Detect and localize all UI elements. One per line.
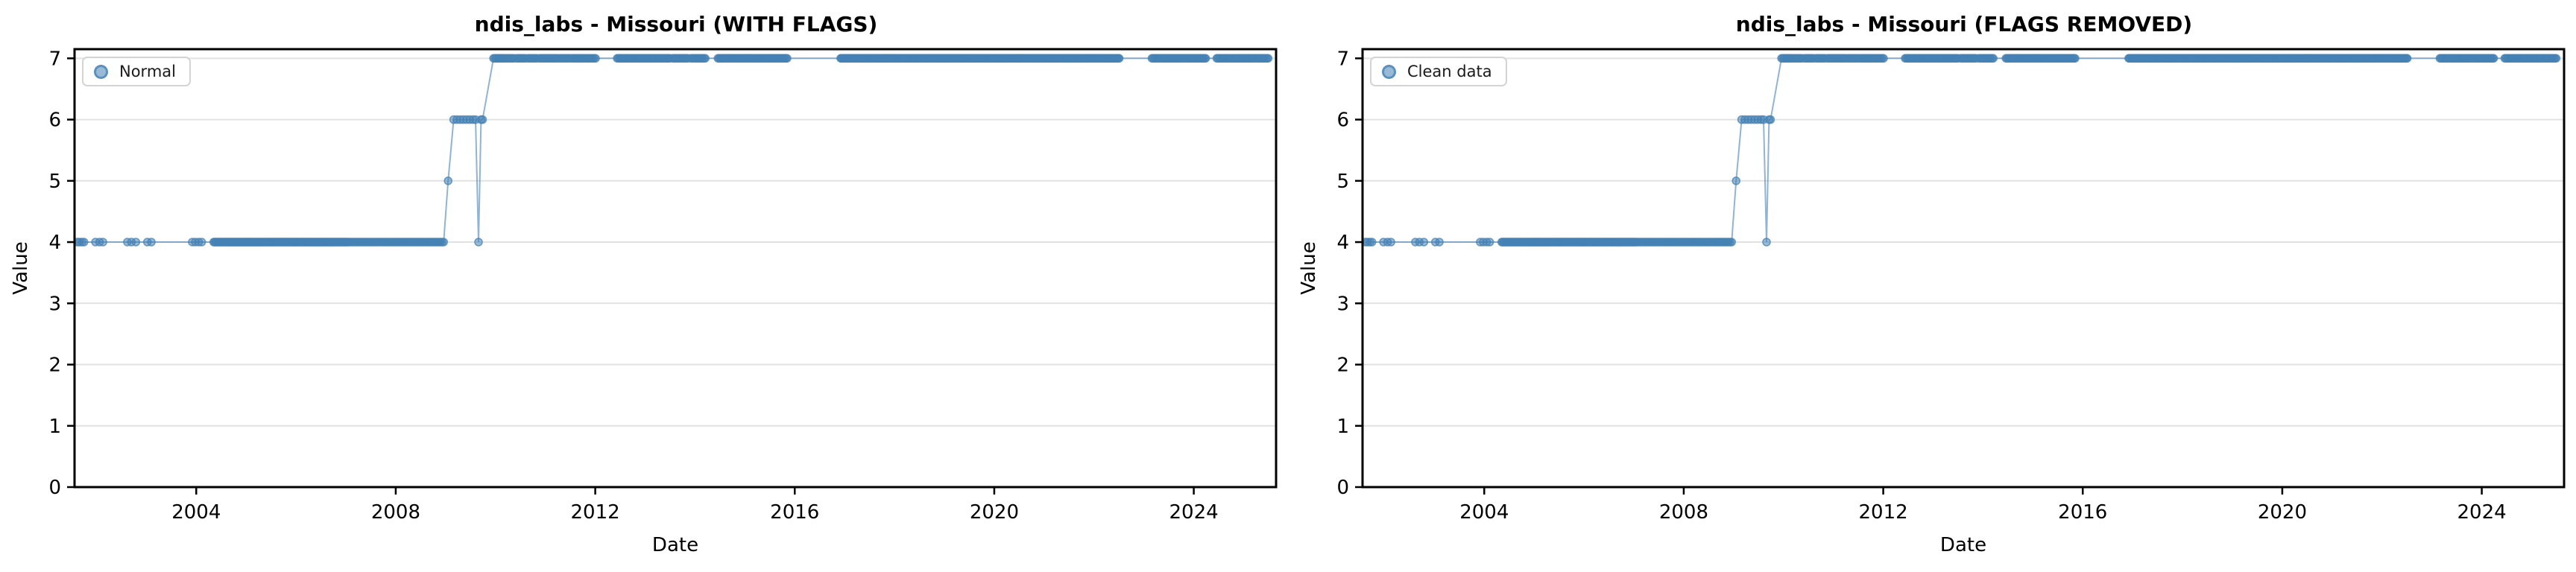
x-tick-label: 2004 (171, 501, 221, 524)
y-tick-label: 0 (48, 477, 61, 499)
x-tick-label: 2008 (371, 501, 420, 524)
y-axis: 0 1 2 3 4 5 6 7 (1336, 48, 1363, 499)
scatter-points (73, 54, 1273, 247)
y-tick-label: 3 (48, 293, 61, 315)
y-tick-label: 5 (48, 171, 61, 193)
y-axis-label: Value (1298, 241, 1320, 294)
chart-title: ndis_labs - Missouri (FLAGS REMOVED) (1735, 12, 2193, 36)
chart-with-flags: 2004 2008 2012 2016 2020 2024 0 1 2 3 4 5 6 7 Date Valu… (10, 12, 1278, 556)
y-axis-label: Value (10, 241, 32, 294)
y-tick-label: 0 (1336, 477, 1349, 499)
axes-spines (1361, 48, 2566, 489)
x-axis-label: Date (652, 534, 698, 556)
chart-title: ndis_labs - Missouri (WITH FLAGS) (474, 12, 878, 36)
x-axis-label: Date (1940, 534, 1986, 556)
y-tick-label: 3 (1336, 293, 1349, 315)
y-tick-label: 6 (48, 109, 61, 132)
chart-flags-removed: 2004 2008 2012 2016 2020 2024 0 1 2 3 4 5 6 7 Date Valu… (1288, 0, 2576, 572)
y-tick-label: 6 (1336, 109, 1349, 132)
x-tick-label: 2008 (1659, 501, 1708, 524)
x-axis: 2004 2008 2012 2016 2020 2024 (1459, 487, 2507, 524)
legend: Clean data (1370, 57, 1507, 86)
axes-spines (73, 48, 1278, 489)
legend-label: Normal (119, 63, 176, 80)
data-line (1366, 57, 2557, 243)
x-tick-label: 2016 (2058, 501, 2107, 524)
x-tick-label: 2004 (1459, 501, 1509, 524)
y-tick-label: 7 (1336, 48, 1349, 70)
x-tick-label: 2020 (970, 501, 1019, 524)
x-tick-label: 2020 (2258, 501, 2307, 524)
y-tick-label: 1 (1336, 416, 1349, 438)
y-tick-label: 4 (48, 232, 61, 254)
y-axis: 0 1 2 3 4 5 6 7 (48, 48, 75, 499)
x-tick-label: 2016 (770, 501, 819, 524)
y-tick-label: 4 (1336, 232, 1349, 254)
x-tick-label: 2012 (571, 501, 620, 524)
y-tick-label: 1 (48, 416, 61, 438)
x-tick-label: 2024 (2457, 501, 2507, 524)
legend: Normal (82, 57, 191, 86)
scatter-points (1361, 54, 2561, 247)
y-tick-label: 7 (48, 48, 61, 70)
scatter-marker-icon (1382, 64, 1396, 79)
chart-canvas-with-flags: 2004 2008 2012 2016 2020 2024 0 1 2 3 4 5 6 7 Date Valu… (10, 48, 1278, 556)
x-tick-label: 2012 (1859, 501, 1908, 524)
legend-label: Clean data (1407, 63, 1492, 80)
y-tick-label: 2 (1336, 355, 1349, 377)
scatter-marker-icon (94, 64, 108, 79)
y-tick-label: 2 (48, 355, 61, 377)
data-line (78, 57, 1269, 243)
x-axis: 2004 2008 2012 2016 2020 2024 (171, 487, 1219, 524)
chart-canvas-flags-removed: 2004 2008 2012 2016 2020 2024 0 1 2 3 4 5 6 7 Date Valu… (1298, 48, 2566, 556)
x-tick-label: 2024 (1169, 501, 1219, 524)
y-tick-label: 5 (1336, 171, 1349, 193)
